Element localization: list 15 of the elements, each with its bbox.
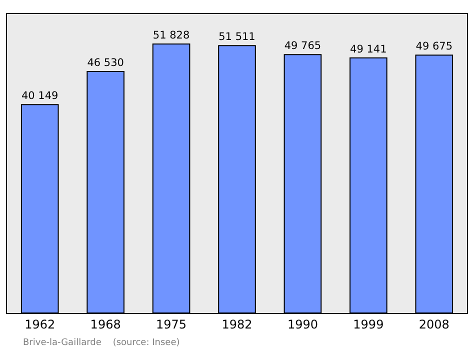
data-label: 46 530 xyxy=(87,56,124,69)
data-label: 51 828 xyxy=(152,29,190,42)
data-label: 40 149 xyxy=(21,90,58,102)
data-label: 49 141 xyxy=(350,43,387,56)
text: Brive-la-Gaillarde (source: Insee) xyxy=(23,338,180,348)
x-tick-label: 1999 xyxy=(353,317,384,332)
x-tick-label: 1990 xyxy=(287,317,318,332)
x-tick-label: 1962 xyxy=(24,317,56,332)
x-tick-label: 2008 xyxy=(418,317,450,332)
data-label: 49 675 xyxy=(416,40,453,53)
x-tick-label: 1982 xyxy=(222,317,252,332)
x-tick-label: 1975 xyxy=(156,317,187,332)
x-tick-label: 1968 xyxy=(90,317,121,332)
data-label: 51 511 xyxy=(218,30,256,43)
data-label: 49 765 xyxy=(284,40,322,52)
